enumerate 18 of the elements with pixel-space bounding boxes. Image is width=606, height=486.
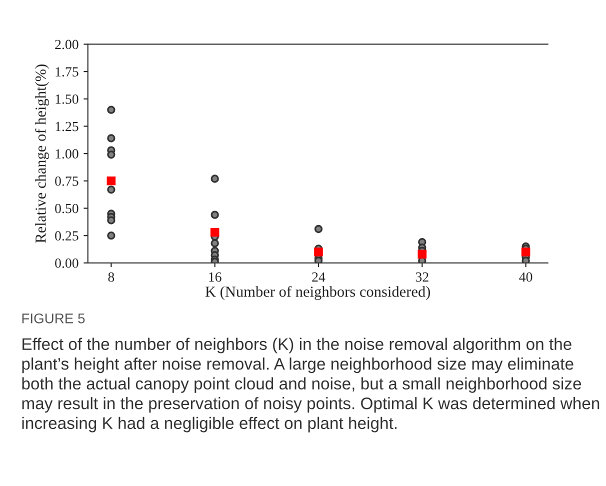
x-tick-label: 8 xyxy=(108,272,114,282)
x-tick-label: 40 xyxy=(519,272,532,282)
y-axis-title: Relative change of height(%) xyxy=(34,64,49,243)
y-tick-label: 0.00 xyxy=(55,258,78,268)
y-tick-label: 1.25 xyxy=(56,122,78,132)
x-axis-title: K (Number of neighbors considered) xyxy=(205,286,430,300)
x-tick-label: 24 xyxy=(312,272,326,282)
x-tick-label: 16 xyxy=(209,272,222,282)
y-tick-label: 0.75 xyxy=(55,176,78,186)
y-tick-label: 0.25 xyxy=(55,231,78,241)
y-tick-label: 2.00 xyxy=(55,40,78,50)
y-tick-label: 1.00 xyxy=(56,149,78,159)
y-tick-label: 0.50 xyxy=(55,204,78,214)
y-tick-label: 1.75 xyxy=(56,67,78,77)
y-tick-label: 1.50 xyxy=(56,94,78,104)
text: Effect of the number of neighbors (K) in the noise removal algorithm on the plant’s height after noise removal. A large neighborhood size may eliminate both the actual canopy point cloud and noise, but a small neighborhood size may result in the preservation of noisy points. Optimal K was determined when increasing K had a negligible effect on plant height. xyxy=(22,338,600,432)
x-tick-label: 32 xyxy=(416,272,428,282)
caption: FIGURE 5 xyxy=(22,313,85,324)
